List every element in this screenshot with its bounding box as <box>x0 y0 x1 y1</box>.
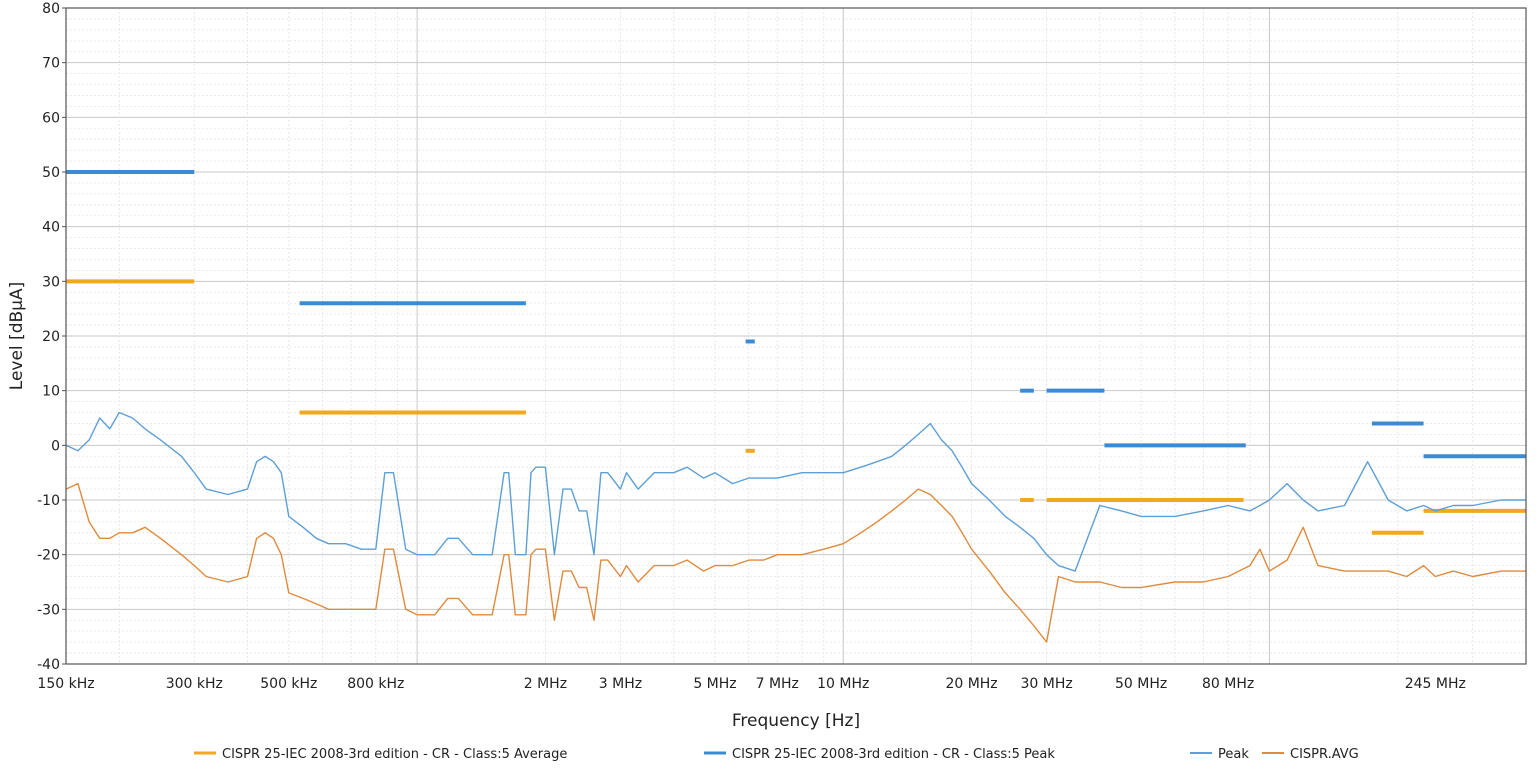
x-tick-label: 30 MHz <box>1020 676 1072 692</box>
legend-label-limit-average: CISPR 25-IEC 2008-3rd edition - CR - Cla… <box>222 747 567 762</box>
trace-line <box>65 411 1526 572</box>
legend-label-limit-peak: CISPR 25-IEC 2008-3rd edition - CR - Cla… <box>732 747 1055 762</box>
y-tick-label: 60 <box>42 110 60 126</box>
y-tick-label: 50 <box>42 165 60 181</box>
tick-labels: 80 70 60 50 40 30 20 10 0 -10 -20 -30 -40 150 kHz 300 … <box>37 1 1466 692</box>
x-tick-label: 50 MHz <box>1115 676 1167 692</box>
y-tick-label: -40 <box>37 657 60 673</box>
legend-label-peak: Peak <box>1218 747 1249 762</box>
x-tick-label: 10 MHz <box>817 676 869 692</box>
x-tick-label: 300 kHz <box>166 676 223 692</box>
series-1 <box>66 170 1526 459</box>
grid <box>66 7 1527 665</box>
x-tick-label: 500 kHz <box>260 676 317 692</box>
x-tick-label: 245 MHz <box>1405 676 1466 692</box>
y-tick-label: 30 <box>42 274 60 290</box>
y-tick-label: 10 <box>42 384 60 400</box>
x-tick-label: 80 MHz <box>1202 676 1254 692</box>
series-3 <box>65 482 1526 643</box>
y-tick-label: 70 <box>42 56 60 72</box>
series-2 <box>65 411 1526 572</box>
x-tick-label: 800 kHz <box>347 676 404 692</box>
trace-line <box>65 482 1526 643</box>
y-tick-label: -20 <box>37 548 60 564</box>
series-0 <box>66 279 1526 535</box>
x-tick-label: 7 MHz <box>756 676 799 692</box>
x-tick-label: 2 MHz <box>524 676 567 692</box>
x-tick-label: 5 MHz <box>693 676 736 692</box>
y-tick-label: -10 <box>37 493 60 509</box>
x-tick-label: 20 MHz <box>945 676 997 692</box>
y-tick-label: 20 <box>42 329 60 345</box>
x-tick-label: 3 MHz <box>599 676 642 692</box>
y-tick-label: 0 <box>51 438 60 454</box>
series-layer <box>65 170 1526 643</box>
y-tick-label: -30 <box>37 602 60 618</box>
y-axis-title: Level [dBµA] <box>7 282 27 390</box>
legend-label-avg: CISPR.AVG <box>1290 747 1359 762</box>
x-axis-title: Frequency [Hz] <box>732 711 860 731</box>
y-tick-label: 40 <box>42 220 60 236</box>
x-tick-label: 150 kHz <box>37 676 94 692</box>
legend: CISPR 25-IEC 2008-3rd edition - CR - Cla… <box>194 747 1359 762</box>
y-tick-label: 80 <box>42 1 60 17</box>
